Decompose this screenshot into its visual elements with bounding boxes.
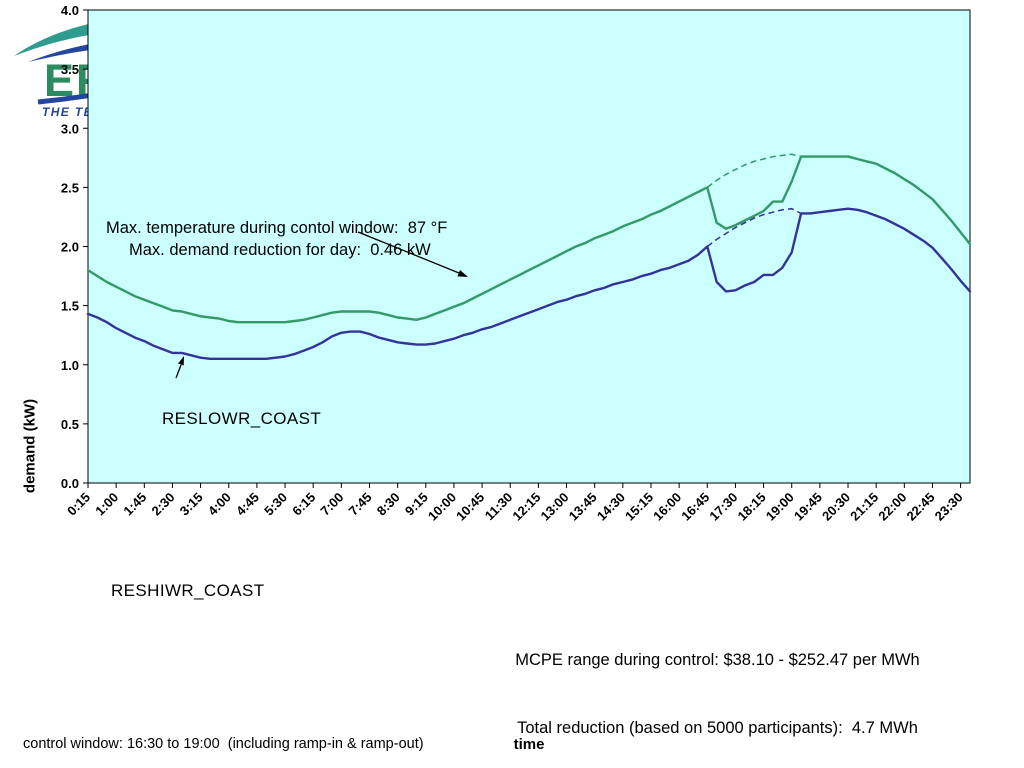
x-tick-label: 15:15 [622, 490, 656, 524]
x-tick-label: 23:30 [932, 490, 966, 524]
x-tick-label: 3:15 [177, 490, 206, 519]
dashed-overlay-RESLOWR_COAST [706, 153, 802, 188]
y-axis-title: demand (kW) [21, 398, 39, 494]
reslowr-arrow-line [357, 231, 460, 274]
annotation-max-temperature: Max. temperature during contol window: 8… [106, 219, 448, 237]
x-tick-label: 4:00 [205, 490, 234, 519]
x-tick-label: 19:00 [763, 490, 797, 524]
x-tick-label: 8:30 [374, 490, 403, 519]
x-tick-label: 14:30 [594, 490, 628, 524]
control-window-note: control window: 16:30 to 19:00 (includin… [23, 736, 424, 752]
x-tick-label: 10:45 [453, 490, 487, 524]
x-tick-label: 7:00 [317, 490, 346, 519]
y-tick-label: 1.5 [61, 299, 79, 314]
plot-area [87, 9, 971, 484]
dashed-overlay-RESHIWR_COAST [706, 207, 802, 248]
annotation-arrows [175, 231, 468, 379]
y-tick-label: 4.0 [61, 3, 79, 18]
reshiwr-arrow-line [175, 364, 182, 379]
x-tick-label: 10:00 [425, 490, 459, 524]
x-tick-label: 22:45 [903, 490, 937, 524]
x-tick-label: 12:15 [509, 490, 543, 524]
x-tick-label: 0:15 [64, 490, 93, 519]
x-tick-label: 4:45 [233, 490, 262, 519]
x-tick-label: 13:45 [566, 490, 600, 524]
y-tick-label: 3.0 [61, 121, 79, 136]
annotation-total-reduction: Total reduction (based on 5000 participa… [517, 718, 918, 737]
y-tick-label: 0.0 [61, 476, 79, 491]
reshiwr-arrow-head [178, 356, 184, 366]
x-tick-label: 17:30 [706, 490, 740, 524]
x-tick-label: 13:00 [538, 490, 572, 524]
annotation-mcpe-range: MCPE range during control: $38.10 - $252… [515, 651, 920, 669]
x-tick-label: 1:45 [120, 490, 149, 519]
x-tick-label: 11:30 [482, 490, 516, 524]
annotation-reshiwr-label: RESHIWR_COAST [111, 581, 265, 600]
x-tick-label: 18:15 [735, 490, 769, 524]
reslowr-arrow-head [457, 270, 468, 277]
y-tick-label: 0.5 [61, 417, 79, 432]
x-axis-title: time [513, 736, 545, 753]
y-tick-label: 1.0 [61, 358, 79, 373]
x-tick-label: 20:30 [819, 490, 853, 524]
annotation-max-reduction: Max. demand reduction for day: 0.46 kW [129, 241, 431, 259]
demand-chart: 0.00.51.01.52.02.53.03.54.00:15 1:00 1:45 2… [61, 3, 972, 524]
series-line-RESHIWR_COAST [86, 207, 972, 360]
x-tick-label: 7:45 [346, 490, 375, 519]
x-tick-label: 1:00 [92, 490, 121, 519]
x-tick-label: 2:30 [149, 490, 178, 519]
y-tick-label: 2.5 [61, 180, 79, 195]
x-tick-label: 5:30 [261, 490, 290, 519]
y-tick-label: 3.5 [61, 62, 79, 77]
y-tick-label: 2.0 [61, 240, 79, 255]
x-tick-label: 22:00 [875, 490, 909, 524]
x-tick-label: 16:00 [650, 490, 684, 524]
x-tick-label: 19:45 [791, 490, 825, 524]
x-tick-label: 21:15 [847, 490, 881, 524]
annotation-reslowr-label: RESLOWR_COAST [162, 409, 322, 428]
x-tick-label: 16:45 [678, 490, 712, 524]
annotation-mcpe-block: MCPE range during control: $38.10 - $252… [425, 604, 1010, 768]
series-line-RESLOWR_COAST [86, 155, 972, 324]
x-tick-label: 6:15 [289, 490, 318, 519]
